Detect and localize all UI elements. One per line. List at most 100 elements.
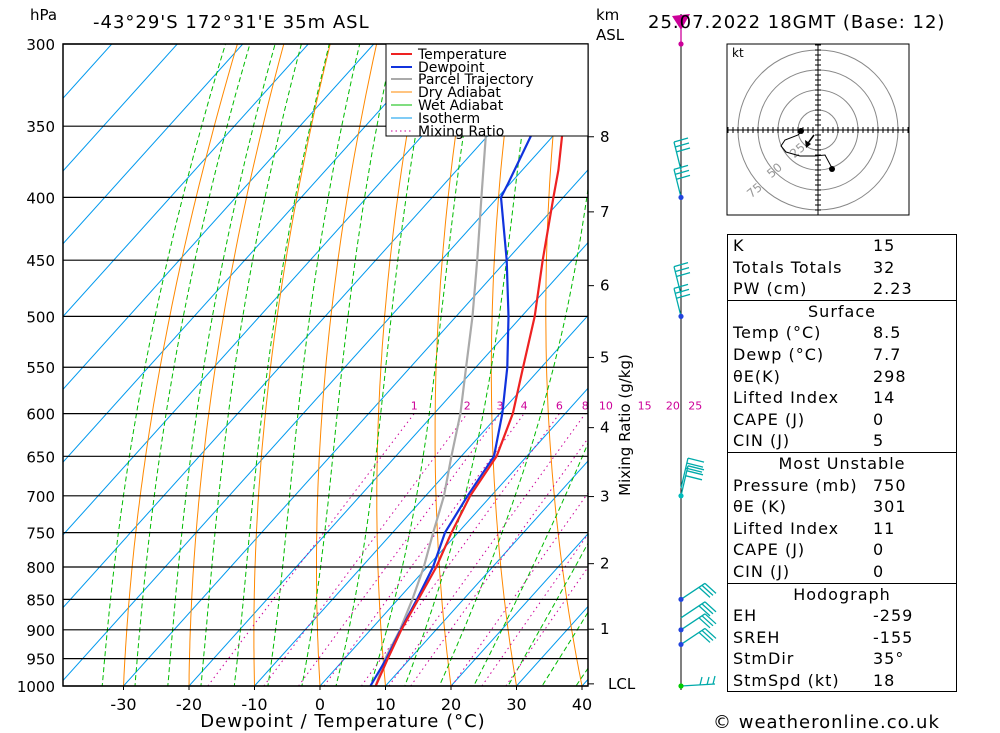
temperature-tick-label: 20 bbox=[441, 695, 461, 714]
stmspd-label: StmSpd (kt) bbox=[733, 670, 840, 690]
x-axis-title: Dewpoint / Temperature (°C) bbox=[200, 711, 485, 732]
eh-label: EH bbox=[733, 606, 758, 626]
stmspd-value: 18 bbox=[873, 670, 896, 690]
wind-level-dot bbox=[678, 313, 684, 319]
stmdir-label: StmDir bbox=[733, 649, 795, 669]
wind-barb bbox=[673, 283, 691, 317]
pw-label: PW (cm) bbox=[733, 279, 808, 299]
mixing-ratio-line bbox=[505, 566, 588, 686]
mixing-ratio-line bbox=[298, 413, 501, 686]
pressure-tick-label: 750 bbox=[26, 525, 55, 543]
wet-adiabat-line bbox=[200, 44, 302, 686]
pressure-unit-label: hPa bbox=[30, 6, 57, 24]
k-index-value: 15 bbox=[873, 236, 896, 255]
dry-adiabat-line bbox=[974, 0, 1000, 712]
dry-adiabat-line bbox=[316, 44, 378, 686]
mixing-ratio-label: 25 bbox=[688, 400, 702, 413]
wet-adiabat-line bbox=[473, 441, 588, 686]
mu-cape-label: CAPE (J) bbox=[733, 540, 806, 560]
legend-mixing-ratio: Mixing Ratio bbox=[418, 124, 504, 140]
wet-adiabat-line bbox=[233, 44, 330, 686]
profile-lines bbox=[369, 44, 578, 686]
pressure-tick-label: 650 bbox=[26, 448, 55, 466]
mu-cin-value: 0 bbox=[873, 561, 885, 581]
dry-adiabat-line bbox=[253, 44, 331, 686]
height-tick-label: 3 bbox=[600, 488, 610, 506]
pressure-tick-label: 600 bbox=[26, 406, 55, 424]
dry-adiabat-line bbox=[376, 44, 424, 686]
temperature-tick-label: -20 bbox=[176, 695, 202, 714]
pressure-tick-label: 350 bbox=[26, 118, 55, 136]
most-unstable-header: Most Unstable bbox=[728, 451, 956, 475]
temperature-tick-label: -10 bbox=[241, 695, 267, 714]
isotherm-line bbox=[63, 44, 309, 318]
mu-cin-label: CIN (J) bbox=[733, 561, 791, 581]
height-tick-label: 8 bbox=[600, 128, 610, 146]
sreh-value: -155 bbox=[873, 627, 914, 647]
mixing-ratio-label: 20 bbox=[666, 400, 680, 413]
wind-level-dot bbox=[678, 641, 684, 648]
isotherm-line bbox=[450, 533, 588, 686]
height-tick-label: LCL bbox=[608, 675, 636, 693]
temperature-tick-label: 30 bbox=[506, 695, 526, 714]
asl-unit-label: ASL bbox=[596, 26, 625, 44]
copyright-footer: © weatheronline.co.uk bbox=[713, 712, 940, 733]
wet-adiabat-line bbox=[369, 44, 479, 686]
temperature-tick-label: 10 bbox=[375, 695, 395, 714]
wet-adiabat-line bbox=[541, 611, 588, 686]
wind-level-dot bbox=[678, 627, 684, 633]
pressure-tick-label: 550 bbox=[26, 359, 55, 377]
surface-dewp-value: 7.7 bbox=[873, 344, 902, 364]
temperature-tick-label: -30 bbox=[110, 695, 136, 714]
hodograph-header: Hodograph bbox=[728, 582, 956, 606]
hodograph-point-low bbox=[829, 166, 835, 172]
hodograph: kt 75 50 25 bbox=[726, 43, 910, 216]
datetime-title: 25.07.2022 18GMT (Base: 12) bbox=[648, 12, 945, 33]
mixing-ratio-label: 2 bbox=[464, 400, 471, 413]
eh-value: -259 bbox=[873, 606, 914, 626]
legend-dewpoint: Dewpoint bbox=[418, 60, 485, 76]
pressure-tick-label: 400 bbox=[26, 189, 55, 207]
wind-level-dot bbox=[678, 596, 684, 602]
pressure-tick-labels: 300 350 400 450 500 550 600 650 700 750 800 850 900 9… bbox=[17, 36, 55, 696]
wind-barb bbox=[680, 613, 717, 631]
mixing-ratio-label: 1 bbox=[411, 400, 418, 413]
sreh-label: SREH bbox=[733, 627, 781, 647]
pressure-tick-label: 450 bbox=[26, 252, 55, 270]
legend-dry-adiabat: Dry Adiabat bbox=[418, 85, 501, 101]
k-index-label: K bbox=[733, 236, 745, 255]
temperature-tick-labels: -30 -20 -10 0 10 20 30 40 bbox=[110, 686, 592, 714]
mixing-ratio-line bbox=[388, 413, 586, 686]
wind-barb bbox=[673, 164, 691, 198]
surface-temp-value: 8.5 bbox=[873, 323, 902, 343]
isotherm-line bbox=[63, 44, 178, 172]
height-tick-label: 2 bbox=[600, 555, 610, 573]
wet-adiabat-line bbox=[507, 542, 588, 686]
surface-cape-value: 0 bbox=[873, 409, 885, 429]
mixing-ratio-line bbox=[263, 413, 468, 686]
legend-isotherm: Isotherm bbox=[418, 111, 480, 127]
wind-barb bbox=[680, 457, 705, 489]
wet-adiabat-line bbox=[167, 44, 276, 686]
mu-li-label: Lifted Index bbox=[733, 518, 840, 538]
surface-temp-label: Temp (°C) bbox=[733, 323, 822, 343]
mu-cape-value: 0 bbox=[873, 540, 885, 560]
pressure-tick-label: 950 bbox=[26, 651, 55, 669]
mixing-ratio-line bbox=[323, 413, 525, 686]
surface-cin-value: 5 bbox=[873, 431, 885, 451]
hodograph-trace bbox=[780, 130, 833, 169]
dry-adiabat-line bbox=[545, 44, 583, 686]
mixing-ratio-axis-title: Mixing Ratio (g/kg) bbox=[616, 354, 634, 496]
temperature-tick-label: 0 bbox=[315, 695, 325, 714]
height-tick-label: 4 bbox=[600, 419, 610, 437]
pressure-tick-label: 900 bbox=[26, 622, 55, 640]
pressure-tick-label: 500 bbox=[26, 308, 55, 326]
wind-level-dot bbox=[678, 493, 684, 499]
height-tick-label: 5 bbox=[600, 348, 610, 366]
temperature-line bbox=[374, 44, 578, 686]
pressure-tick-label: 1000 bbox=[17, 678, 55, 696]
dry-adiabat-line bbox=[188, 44, 285, 686]
surface-li-value: 14 bbox=[873, 388, 896, 408]
